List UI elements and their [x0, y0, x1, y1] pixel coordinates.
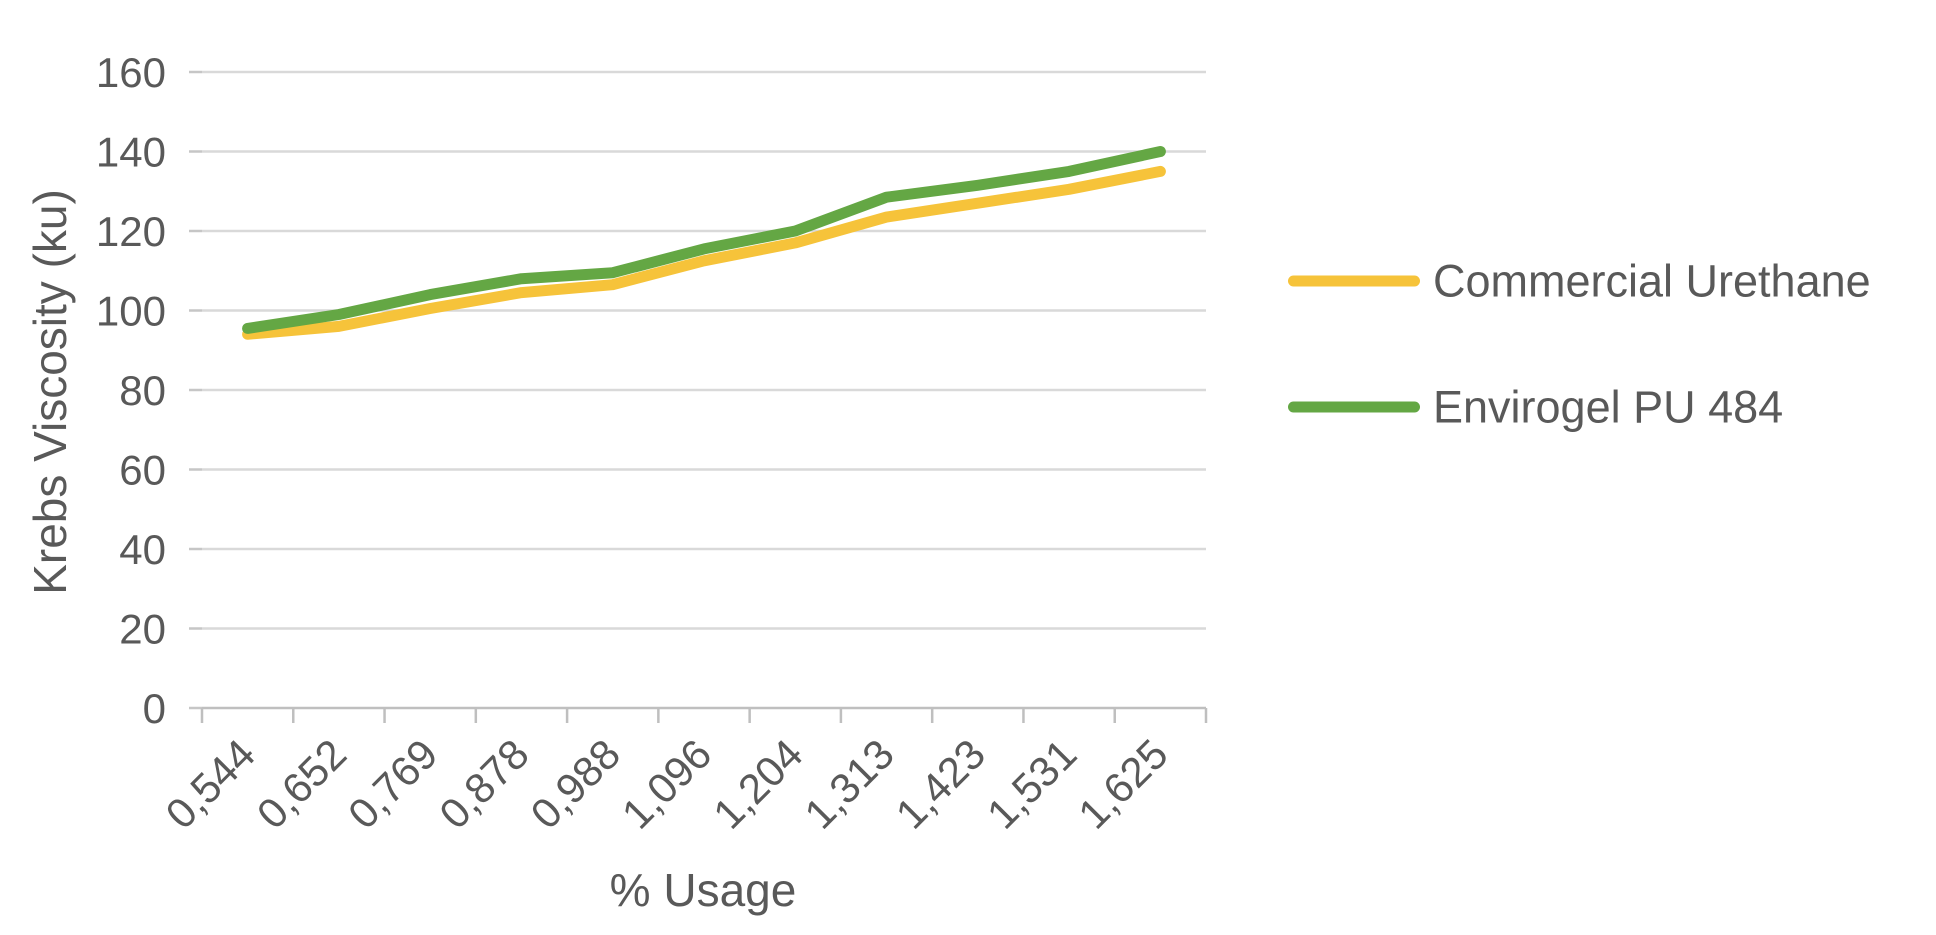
- y-tick-label: 40: [119, 526, 166, 573]
- x-tick-label: 1,096: [613, 730, 721, 838]
- y-tick-label: 60: [119, 447, 166, 494]
- legend-item-envirogel-pu-484: Envirogel PU 484: [1288, 385, 1783, 430]
- legend-item-commercial-urethane: Commercial Urethane: [1288, 259, 1871, 304]
- y-tick-label: 100: [96, 288, 166, 335]
- x-tick-label: 0,988: [522, 730, 630, 838]
- legend-swatch-commercial-urethane-icon: [1288, 275, 1420, 287]
- y-tick-label: 160: [96, 49, 166, 96]
- x-tick-label: 0,544: [156, 730, 264, 838]
- legend-swatch-envirogel-pu-484-icon: [1288, 401, 1420, 413]
- y-tick-label: 20: [119, 606, 166, 653]
- x-tick-label: 0,878: [430, 730, 538, 838]
- y-tick-label: 80: [119, 367, 166, 414]
- x-tick-label: 1,625: [1069, 730, 1177, 838]
- y-tick-label: 120: [96, 208, 166, 255]
- x-tick-label: 1,204: [704, 730, 812, 838]
- y-axis-title: Krebs Viscosity (ku): [24, 189, 76, 595]
- y-tick-label: 0: [143, 685, 166, 732]
- y-tick-label: 140: [96, 129, 166, 176]
- series-line-envirogel-pu-484: [242, 146, 1166, 334]
- legend-label-envirogel-pu-484: Envirogel PU 484: [1433, 381, 1784, 433]
- x-tick-label: 0,769: [339, 730, 447, 838]
- x-axis-title: % Usage: [609, 864, 797, 916]
- x-tick-label: 1,423: [887, 730, 995, 838]
- x-tick-label: 0,652: [248, 730, 356, 838]
- x-tick-label: 1,313: [795, 730, 903, 838]
- series-line-commercial-urethane: [242, 165, 1166, 340]
- x-tick-label: 1,531: [978, 730, 1086, 838]
- legend-label-commercial-urethane: Commercial Urethane: [1433, 255, 1871, 307]
